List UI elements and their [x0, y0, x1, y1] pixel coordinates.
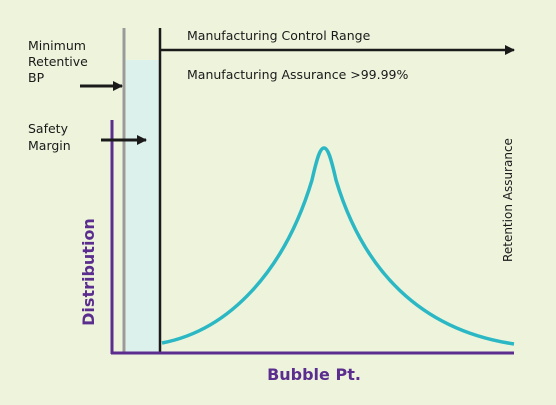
retention-assurance-label: Retention Assurance — [501, 138, 515, 262]
manufacturing-assurance-label: Manufacturing Assurance >99.99% — [187, 67, 409, 82]
manufacturing-control-range-label: Manufacturing Control Range — [187, 28, 371, 43]
safety-margin-label: Safety Margin — [28, 121, 72, 153]
x-axis-label: Bubble Pt. — [267, 365, 361, 384]
distribution-curve — [161, 146, 515, 346]
safety-margin-band — [126, 60, 161, 353]
y-axis-label: Distribution — [79, 218, 98, 326]
minimum-retentive-bp-label: Minimum Retentive BP — [28, 38, 92, 85]
